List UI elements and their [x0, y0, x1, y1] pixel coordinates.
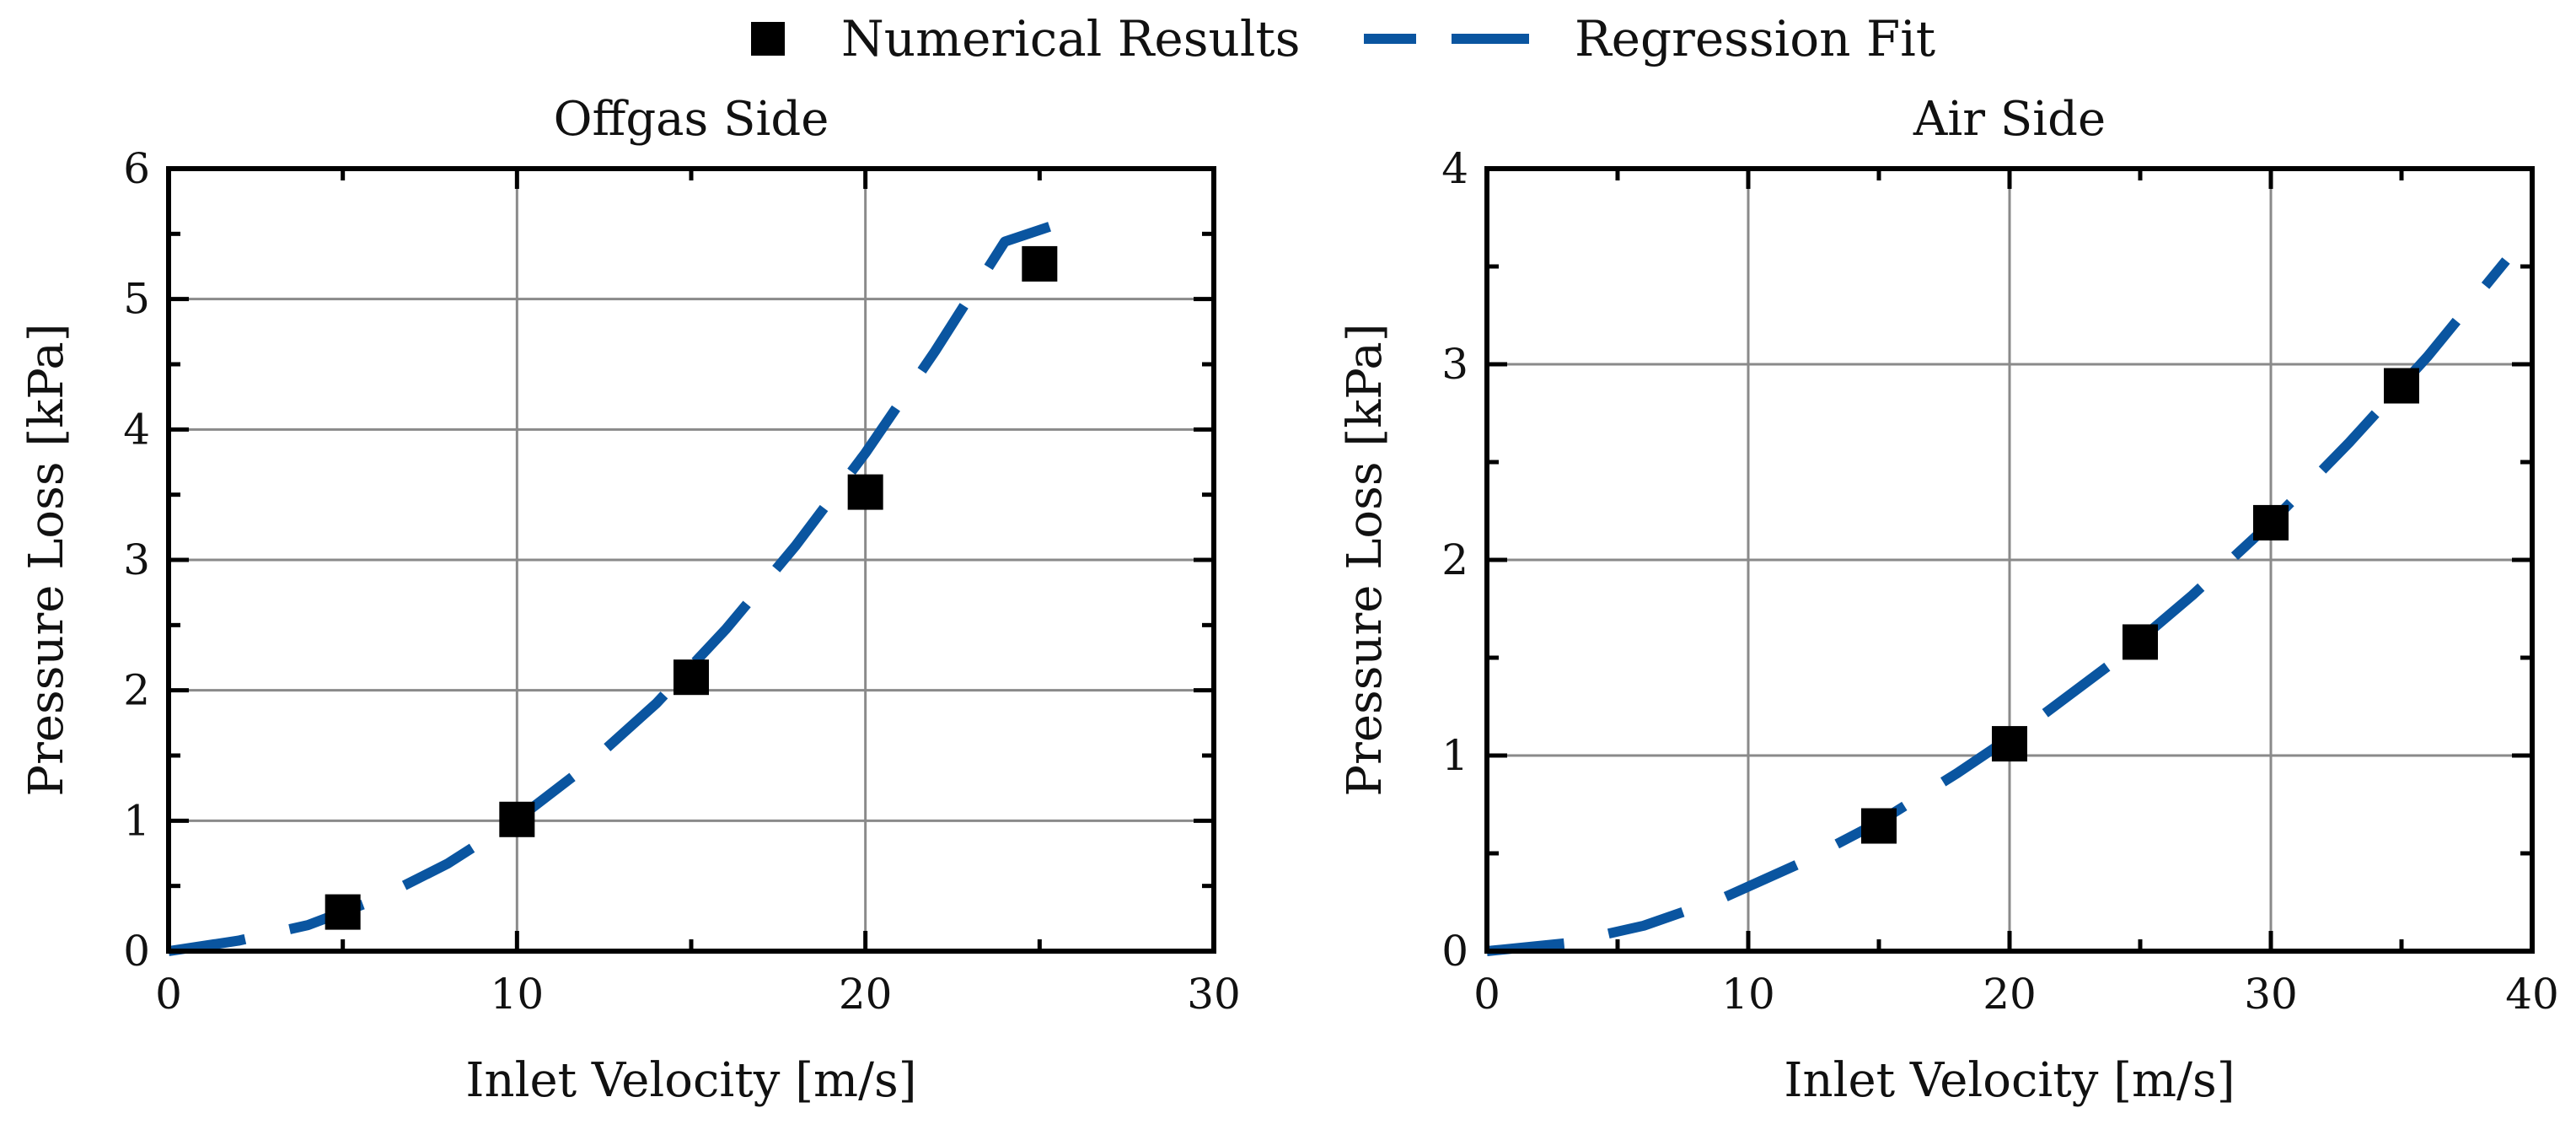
data-point-marker — [1861, 808, 1897, 844]
y-tick-label: 2 — [123, 666, 150, 715]
x-tick-label: 20 — [1983, 970, 2037, 1019]
y-tick-label: 4 — [123, 405, 150, 454]
data-point-marker — [499, 801, 535, 837]
x-tick-label: 40 — [2505, 970, 2559, 1019]
data-point-marker — [1992, 726, 2027, 762]
data-point-marker — [1022, 245, 1058, 282]
legend-marker-label: Numerical Results — [841, 10, 1301, 67]
x-tick-label: 30 — [2244, 970, 2298, 1019]
ticks: 0 10 20 30 0 1 2 3 4 5 6 — [123, 144, 1241, 1019]
markers — [325, 245, 1058, 930]
offgas-chart: Offgas Side 0 10 20 30 0 1 2 3 4 5 6 Inlet Velocit… — [19, 92, 1241, 1108]
y-tick-label: 2 — [1441, 535, 1468, 584]
ticks: 0 10 20 30 40 0 1 2 3 4 — [1441, 144, 2559, 1019]
data-point-marker — [847, 474, 883, 510]
x-tick-label: 10 — [491, 970, 545, 1019]
fit-line — [168, 213, 1076, 956]
x-tick-label: 0 — [1473, 970, 1500, 1019]
data-point-marker — [2123, 624, 2158, 660]
markers — [1861, 368, 2419, 844]
y-tick-label: 1 — [1441, 731, 1468, 780]
x-tick-label: 20 — [839, 970, 893, 1019]
air-chart: Air Side 0 10 20 30 40 0 1 2 3 4 Inlet Velocity [… — [1338, 92, 2559, 1108]
grid — [169, 169, 1214, 951]
y-tick-label: 3 — [1441, 340, 1468, 389]
legend: Numerical Results Regression Fit — [751, 10, 1935, 67]
x-tick-label: 0 — [155, 970, 182, 1019]
y-tick-label: 4 — [1441, 144, 1468, 193]
data-point-marker — [325, 894, 361, 930]
chart-title: Air Side — [1913, 92, 2106, 147]
data-point-marker — [674, 659, 709, 696]
x-axis-label: Inlet Velocity [m/s] — [465, 1053, 916, 1108]
regression-fit-line — [168, 213, 1076, 956]
grid — [1487, 169, 2532, 951]
y-tick-label: 0 — [123, 927, 150, 976]
y-tick-label: 5 — [123, 275, 150, 324]
y-axis-label: Pressure Loss [kPa] — [1338, 323, 1393, 796]
chart-title: Offgas Side — [554, 92, 829, 147]
y-tick-label: 1 — [123, 796, 150, 845]
x-axis-label: Inlet Velocity [m/s] — [1784, 1053, 2235, 1108]
y-axis-label: Pressure Loss [kPa] — [19, 323, 74, 796]
data-point-marker — [2384, 368, 2419, 404]
y-tick-label: 3 — [123, 535, 150, 584]
legend-marker-swatch — [751, 22, 785, 56]
legend-fit-label: Regression Fit — [1575, 10, 1935, 67]
data-point-marker — [2253, 504, 2289, 540]
y-tick-label: 0 — [1441, 927, 1468, 976]
x-tick-label: 30 — [1187, 970, 1241, 1019]
x-tick-label: 10 — [1721, 970, 1775, 1019]
y-tick-label: 6 — [123, 144, 150, 193]
